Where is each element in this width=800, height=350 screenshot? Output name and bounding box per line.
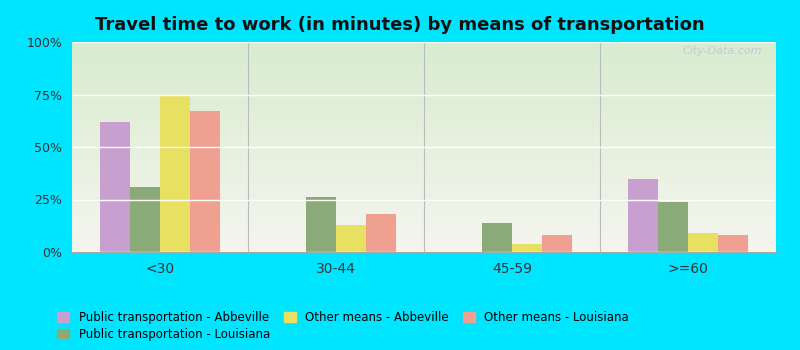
Bar [512,244,542,252]
Text: Travel time to work (in minutes) by means of transportation: Travel time to work (in minutes) by mean… [95,16,705,34]
Legend: Public transportation - Abbeville, Public transportation - Louisiana, Other mean: Public transportation - Abbeville, Publi… [54,307,633,344]
Text: City-Data.com: City-Data.com [682,46,762,56]
Bar [542,235,572,252]
Bar [658,202,688,252]
Bar [718,235,748,252]
Bar [482,223,512,252]
Bar [160,94,190,252]
Bar [130,187,160,252]
Bar [190,111,220,252]
Bar [336,225,366,252]
Bar [306,197,336,252]
Bar [366,214,396,252]
Bar [100,122,130,252]
Bar [628,178,658,252]
Bar [688,233,718,252]
